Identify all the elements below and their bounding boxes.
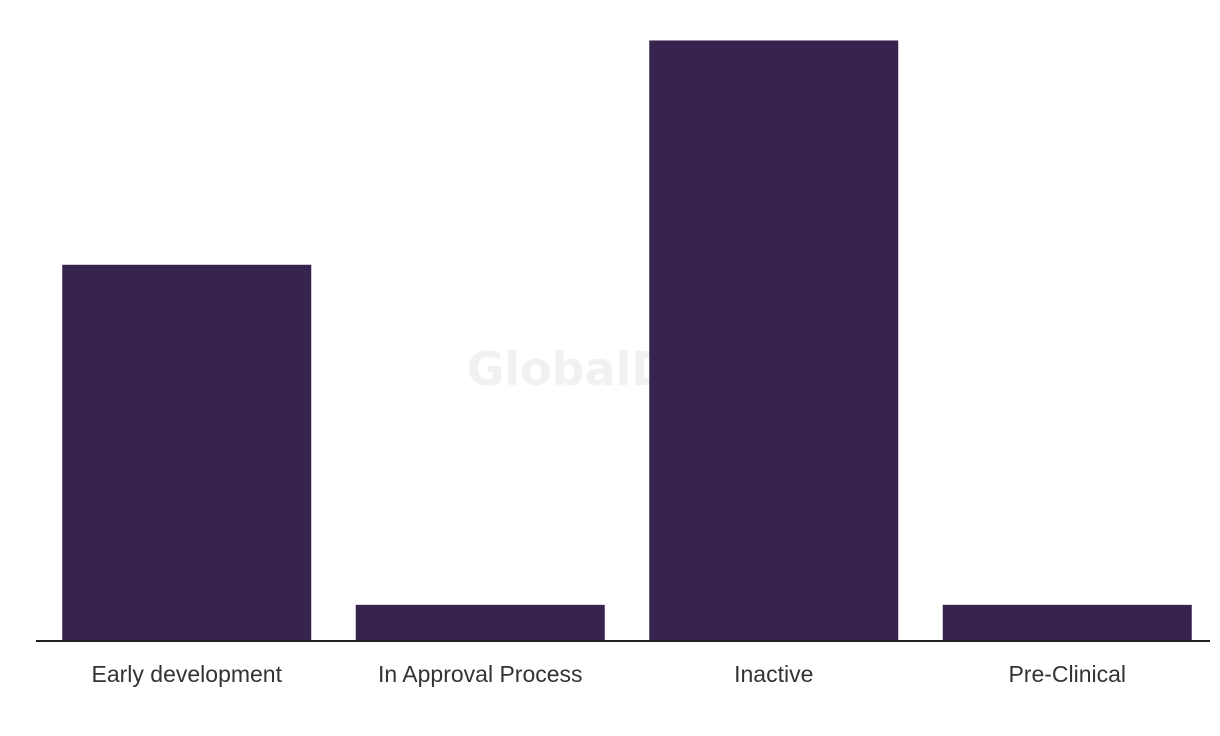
bar-pre-clinical (942, 604, 1192, 641)
x-tick-label: In Approval Process (378, 661, 583, 687)
bars-group (62, 40, 1192, 642)
x-tick-labels: Early development In Approval Process Inac… (92, 661, 1127, 687)
bar-early-development (62, 264, 312, 641)
x-tick-label: Early development (92, 661, 283, 687)
bar-inactive (649, 40, 899, 642)
bar-in-approval-process (355, 604, 605, 641)
x-tick-label: Pre-Clinical (1008, 661, 1126, 687)
x-tick-label: Inactive (734, 661, 813, 687)
